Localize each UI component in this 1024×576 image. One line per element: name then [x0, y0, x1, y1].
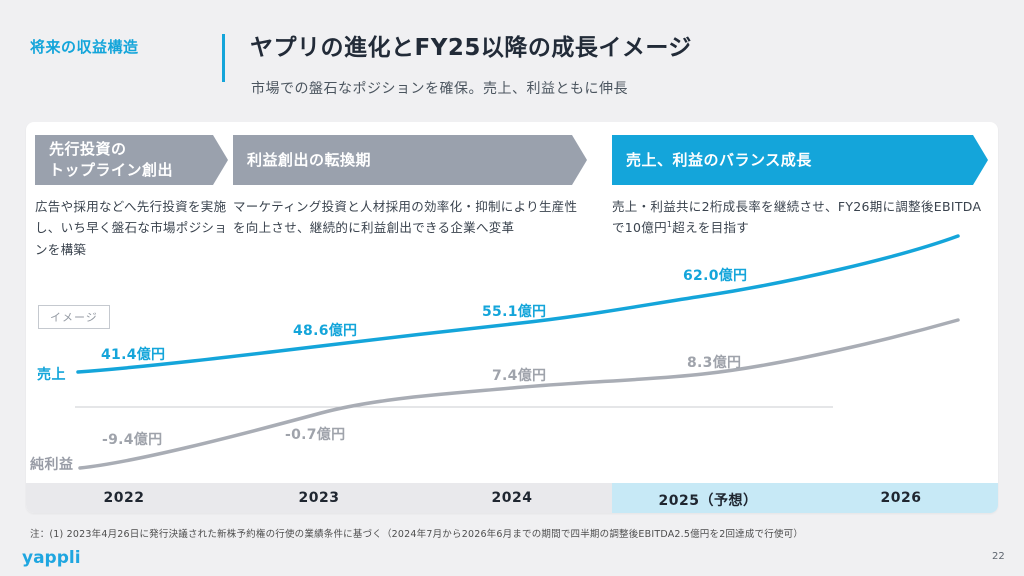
revenue-value-2024: 55.1億円 [482, 304, 547, 320]
yappli-logo: yappli [22, 548, 81, 568]
phase-3-title: 売上、利益のバランス成長 [626, 150, 812, 169]
footnote: 注：(1) 2023年4月26日に発行決議された新株予約権の行使の業績条件に基づ… [30, 529, 804, 540]
net-profit-series-label: 純利益 [30, 457, 74, 473]
net-profit-line [78, 318, 960, 470]
phase-1-title: 先行投資の トップライン創出 [49, 140, 174, 179]
phase-3-description: 売上・利益共に2桁成長率を継続させ、FY26期に調整後EBITDAで10億円1超… [612, 196, 990, 239]
year-label-2024: 2024 [491, 490, 533, 506]
revenue-value-2025: 62.0億円 [683, 268, 748, 284]
footnote-reference-mark: 1 [666, 220, 673, 230]
revenue-series-label: 売上 [37, 367, 66, 383]
net-profit-value-2023: -0.7億円 [285, 427, 346, 443]
header-divider [222, 34, 225, 82]
phase-1-description: 広告や採用などへ先行投資を実施し、いち早く盤石な市場ポジションを構築 [35, 199, 228, 257]
phase-2-title: 利益創出の転換期 [247, 150, 372, 169]
phase-banner-2: 利益創出の転換期 [233, 135, 587, 185]
net-profit-value-2024: 7.4億円 [492, 368, 547, 384]
content-card: 先行投資の トップライン創出 利益創出の転換期 売上、利益のバランス成長 広告や… [26, 122, 998, 513]
net-profit-value-2022: -9.4億円 [102, 432, 163, 448]
year-label-2022: 2022 [103, 490, 145, 506]
section-label: 将来の収益構造 [30, 38, 139, 56]
phase-3-description-text: 売上・利益共に2桁成長率を継続させ、FY26期に調整後EBITDAで10億円 [612, 199, 982, 236]
x-axis-forecast-highlight [612, 483, 998, 513]
year-label-2023: 2023 [298, 490, 340, 506]
image-tag: イメージ [38, 305, 110, 329]
page-title: ヤプリの進化とFY25以降の成長イメージ [250, 35, 692, 61]
phase-banner-1: 先行投資の トップライン創出 [35, 135, 228, 185]
phase-banner-3: 売上、利益のバランス成長 [612, 135, 988, 185]
net-profit-value-2025: 8.3億円 [687, 355, 742, 371]
page-number: 22 [992, 551, 1005, 562]
year-label-2025: 2025（予想） [658, 493, 758, 509]
year-label-2026: 2026 [880, 490, 922, 506]
revenue-value-2022: 41.4億円 [101, 347, 166, 363]
phase-2-description: マーケティング投資と人材採用の効率化・抑制により生産性を向上させ、継続的に利益創… [233, 199, 578, 236]
phase-3-description-tail: 超えを目指す [672, 220, 750, 236]
revenue-value-2023: 48.6億円 [293, 323, 358, 339]
page-subtitle: 市場での盤石なポジションを確保。売上、利益ともに伸長 [251, 81, 628, 97]
